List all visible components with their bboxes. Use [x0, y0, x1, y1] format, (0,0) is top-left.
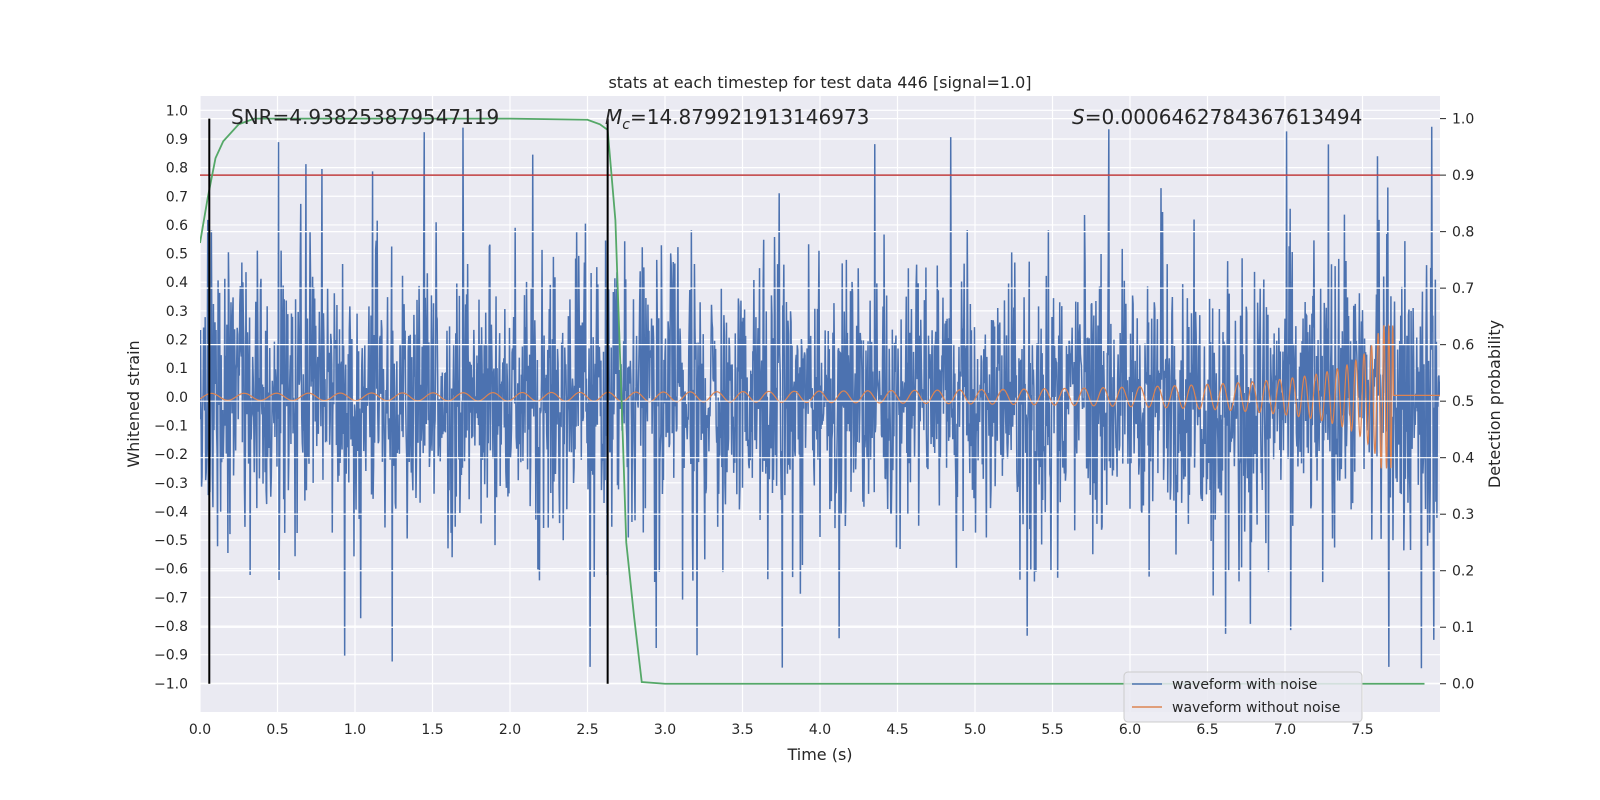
x-tick-label: 0.0 [189, 722, 211, 738]
chirp-mass-annotation: Mc=14.879921913146973 [605, 105, 869, 133]
x-tick-label: 2.0 [499, 722, 521, 738]
snr-annotation: SNR=4.938253879547119 [231, 105, 499, 129]
y-right-tick-label: 0.4 [1452, 451, 1474, 467]
x-tick-label: 3.5 [731, 722, 753, 738]
chirp-mass-symbol: M [605, 105, 622, 129]
x-axis-label: Time (s) [786, 745, 852, 764]
series-waveform-with-noise [200, 126, 1440, 669]
x-tick-label: 4.5 [886, 722, 908, 738]
x-tick-label: 2.5 [576, 722, 598, 738]
y-left-tick-label: −0.4 [154, 504, 188, 520]
y-right-tick-label: 0.0 [1452, 677, 1474, 693]
y-left-tick-label: 0.7 [166, 189, 188, 205]
y-right-tick-label: 0.3 [1452, 507, 1474, 523]
series-layer [200, 117, 1440, 685]
axes: 0.0 0.5 1.0 1.5 2.0 2.5 3.0 3.5 4.0 4.5 5.0 5.5 6.0 6… [154, 103, 1474, 738]
s-symbol: S [1072, 105, 1085, 129]
x-tick-label: 6.5 [1196, 722, 1218, 738]
y-axis-left-label: Whitened strain [124, 340, 143, 467]
y-left-tick-label: 0.1 [166, 361, 188, 377]
chirp-mass-value: =14.879921913146973 [630, 105, 869, 129]
y-left-tick-label: 0.6 [166, 218, 188, 234]
x-tick-label: 6.0 [1119, 722, 1141, 738]
y-left-tick-label: −1.0 [154, 676, 188, 692]
legend: waveform with noise waveform without noi… [1123, 671, 1363, 723]
y-left-tick-label: 0.3 [166, 304, 188, 320]
y-left-tick-label: 0.9 [166, 132, 188, 148]
x-tick-label: 5.0 [964, 722, 986, 738]
y-left-tick-label: −0.1 [154, 418, 188, 434]
y-left-tick-label: 0.8 [166, 161, 188, 177]
x-tick-label: 7.5 [1351, 722, 1373, 738]
y-left-tick-label: −0.5 [154, 533, 188, 549]
y-right-tick-label: 0.5 [1452, 394, 1474, 410]
y-left-tick-label: 0.2 [166, 333, 188, 349]
series-waveform-without-noise [200, 323, 1440, 469]
chirp-mass-subscript: c [622, 117, 630, 133]
x-tick-label: 7.0 [1274, 722, 1296, 738]
y-left-tick-label: 0.4 [166, 275, 188, 291]
y-right-tick-label: 0.9 [1452, 168, 1474, 184]
y-left-tick-label: 1.0 [166, 103, 188, 119]
y-axis-right-label: Detection probability [1485, 320, 1504, 488]
y-left-tick-label: 0.0 [166, 390, 188, 406]
y-left-tick-label: −0.6 [154, 562, 188, 578]
s-value: =0.0006462784367613494 [1085, 105, 1363, 129]
y-left-tick-label: −0.7 [154, 590, 188, 606]
y-left-tick-label: −0.8 [154, 619, 188, 635]
x-tick-label: 1.5 [421, 722, 443, 738]
y-right-tick-label: 0.7 [1452, 281, 1474, 297]
y-left-tick-label: −0.2 [154, 447, 188, 463]
y-left-tick-label: 0.5 [166, 247, 188, 263]
y-right-tick-label: 0.1 [1452, 620, 1474, 636]
chart-title: stats at each timestep for test data 446… [608, 73, 1031, 92]
x-tick-label: 3.0 [654, 722, 676, 738]
y-right-tick-label: 1.0 [1452, 112, 1474, 128]
x-tick-label: 1.0 [344, 722, 366, 738]
y-left-tick-label: −0.9 [154, 648, 188, 664]
y-left-tick-label: −0.3 [154, 476, 188, 492]
x-tick-label: 0.5 [266, 722, 288, 738]
y-right-tick-label: 0.2 [1452, 564, 1474, 580]
y-right-tick-label: 0.6 [1452, 338, 1474, 354]
y-right-tick-label: 0.8 [1452, 225, 1474, 241]
legend-frame [1123, 671, 1363, 723]
x-tick-label: 4.0 [809, 722, 831, 738]
legend-entry-clean: waveform without noise [1172, 700, 1340, 716]
x-tick-label: 5.5 [1041, 722, 1063, 738]
legend-entry-noise: waveform with noise [1172, 677, 1317, 693]
s-annotation: S=0.0006462784367613494 [1072, 105, 1362, 129]
